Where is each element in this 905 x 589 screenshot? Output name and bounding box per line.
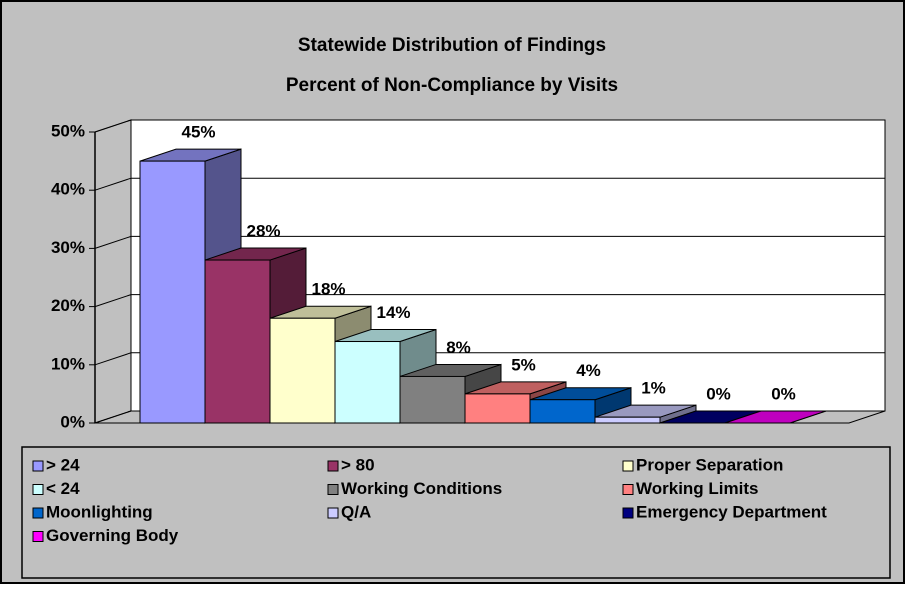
bar bbox=[529, 399, 596, 424]
chart-subtitle: Percent of Non-Compliance by Visits bbox=[286, 75, 618, 96]
bar bbox=[334, 341, 401, 424]
legend-swatch bbox=[327, 460, 339, 472]
data-label: 28% bbox=[246, 222, 280, 241]
legend-swatch bbox=[32, 507, 44, 519]
bar bbox=[464, 393, 531, 424]
bar-top bbox=[724, 410, 827, 424]
legend-label: Proper Separation bbox=[636, 455, 783, 474]
y-tick-label: 30% bbox=[51, 238, 85, 257]
side-wall bbox=[94, 119, 132, 424]
data-label: 8% bbox=[446, 338, 471, 357]
bar bbox=[594, 416, 661, 424]
legend-swatch bbox=[32, 460, 44, 472]
legend-swatch bbox=[622, 507, 634, 519]
data-label: 18% bbox=[311, 280, 345, 299]
chart-title: Statewide Distribution of Findings bbox=[298, 35, 606, 56]
legend-swatch bbox=[32, 484, 44, 495]
data-label: 5% bbox=[511, 355, 536, 374]
bar bbox=[204, 259, 271, 424]
grid-line bbox=[94, 352, 885, 366]
legend-label: > 24 bbox=[46, 455, 80, 474]
data-label: 1% bbox=[641, 379, 666, 398]
y-tick-label: 40% bbox=[51, 180, 85, 199]
data-label: 14% bbox=[376, 303, 410, 322]
grid-line bbox=[94, 235, 885, 249]
legend-label: Emergency Department bbox=[636, 502, 827, 521]
legend-label: < 24 bbox=[46, 479, 80, 498]
y-tick-label: 50% bbox=[51, 121, 85, 140]
data-label: 0% bbox=[706, 384, 731, 403]
bar bbox=[139, 160, 206, 424]
data-label: 45% bbox=[181, 123, 215, 142]
legend-label: Working Limits bbox=[636, 479, 758, 498]
grid-line bbox=[94, 294, 885, 308]
legend-label: Q/A bbox=[341, 502, 371, 521]
bar bbox=[269, 317, 336, 424]
legend-swatch bbox=[327, 484, 339, 495]
y-tick-label: 0% bbox=[60, 412, 85, 431]
data-label: 4% bbox=[576, 361, 601, 380]
grid-line bbox=[94, 119, 885, 133]
legend-label: > 80 bbox=[341, 455, 375, 474]
legend-label: Moonlighting bbox=[46, 502, 153, 521]
grid-line bbox=[94, 177, 885, 191]
y-tick-label: 20% bbox=[51, 296, 85, 315]
legend-swatch bbox=[32, 531, 44, 542]
legend-label: Working Conditions bbox=[341, 479, 502, 498]
legend-swatch bbox=[622, 484, 634, 495]
legend-box bbox=[21, 446, 891, 579]
legend-swatch bbox=[622, 460, 634, 472]
legend-swatch bbox=[327, 507, 339, 519]
y-tick-label: 10% bbox=[51, 354, 85, 373]
data-label: 0% bbox=[771, 384, 796, 403]
legend-label: Governing Body bbox=[46, 526, 179, 545]
bar bbox=[399, 375, 466, 424]
